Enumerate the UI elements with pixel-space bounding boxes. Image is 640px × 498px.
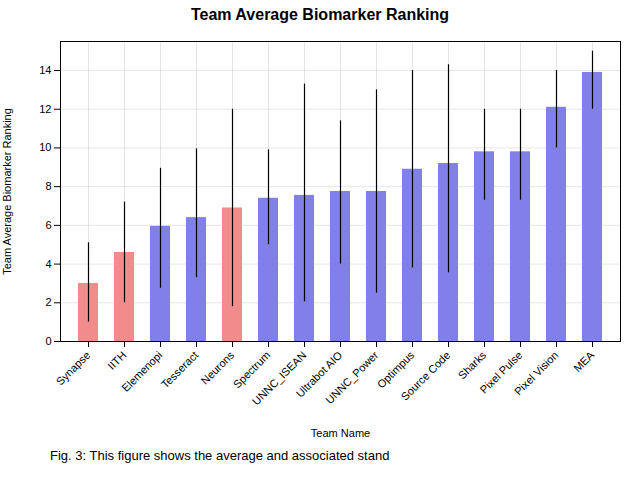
svg-text:12: 12 bbox=[39, 103, 51, 115]
svg-text:MEA: MEA bbox=[571, 348, 597, 374]
svg-text:2: 2 bbox=[45, 296, 51, 308]
svg-text:Spectrum: Spectrum bbox=[230, 348, 273, 391]
svg-text:Pixel Pulse: Pixel Pulse bbox=[477, 348, 525, 396]
svg-text:Neurons: Neurons bbox=[198, 348, 237, 387]
svg-text:8: 8 bbox=[45, 180, 51, 192]
svg-text:0: 0 bbox=[45, 335, 51, 347]
svg-text:UNNC_ISEAN: UNNC_ISEAN bbox=[249, 348, 309, 408]
svg-text:IITH: IITH bbox=[105, 349, 128, 372]
svg-text:10: 10 bbox=[39, 141, 51, 153]
html-text:Fig. 3: This figure shows the: Fig. 3: This figure shows the average an… bbox=[50, 448, 390, 463]
svg-text:14: 14 bbox=[39, 64, 51, 76]
svg-text:6: 6 bbox=[45, 219, 51, 231]
svg-text:Tesseract: Tesseract bbox=[159, 349, 201, 391]
html-text:Team Average Biomarker Ranking: Team Average Biomarker Ranking bbox=[190, 6, 450, 23]
svg-text:Team Name: Team Name bbox=[311, 427, 370, 439]
svg-text:UNNC_Power: UNNC_Power bbox=[323, 349, 381, 407]
svg-text:Optimpus: Optimpus bbox=[374, 348, 417, 391]
svg-text:Ultrabot AIO: Ultrabot AIO bbox=[293, 348, 345, 400]
svg-text:Pixel Vision: Pixel Vision bbox=[512, 349, 561, 398]
svg-text:Team Average Biomarker Ranking: Team Average Biomarker Ranking bbox=[1, 108, 13, 275]
svg-text:Source Code: Source Code bbox=[399, 349, 453, 403]
svg-text:Elemenopi: Elemenopi bbox=[119, 349, 164, 394]
svg-text:Sharks: Sharks bbox=[456, 348, 489, 381]
svg-text:4: 4 bbox=[45, 258, 51, 270]
svg-text:Synapse: Synapse bbox=[54, 349, 93, 388]
